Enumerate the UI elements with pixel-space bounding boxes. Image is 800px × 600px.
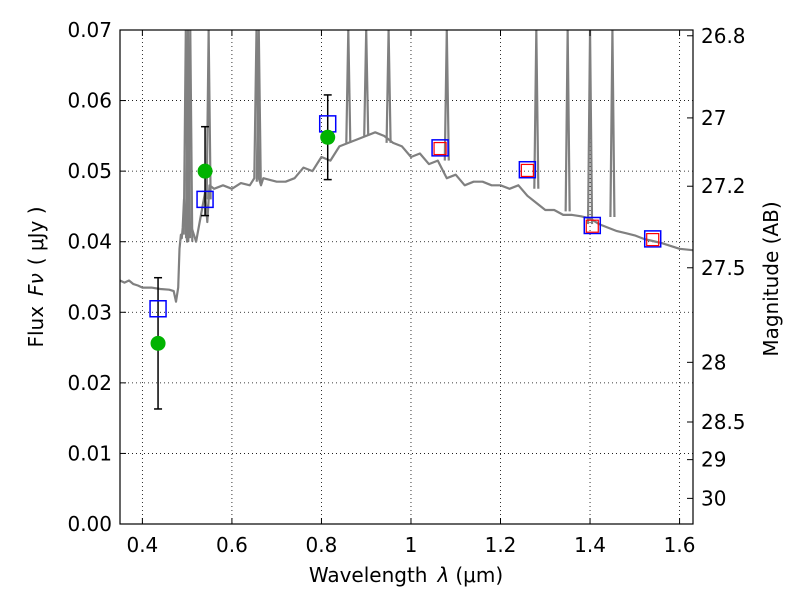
- mag-tick-label: 28: [701, 350, 726, 374]
- x-tick-label: 1.4: [574, 533, 606, 557]
- sed-emission-line: [363, 30, 370, 136]
- synthetic-photometry-marker: [643, 230, 662, 248]
- sed-emission-line: [385, 30, 392, 143]
- observed-photometry-marker: [433, 141, 447, 156]
- x-tick-label: 0.6: [216, 533, 248, 557]
- observed-photometry-marker: [646, 232, 660, 247]
- sed-emission-line: [443, 30, 450, 161]
- detection-marker: [150, 335, 166, 351]
- y-axis-right: 26.8 27 27.2 27.5 28 28.5 29 30: [687, 24, 746, 510]
- synthetic-photometry-marker: [196, 190, 214, 209]
- sed-emission-line: [564, 30, 571, 212]
- synthetic-photometry-marker: [583, 216, 602, 235]
- synthetic-photometry-marker: [149, 300, 167, 318]
- y-axis-symbol: Fν: [24, 273, 48, 296]
- sed-emission-line: [345, 30, 352, 143]
- sed-emission-line: [255, 30, 262, 182]
- x-tick-label: 1: [405, 533, 418, 557]
- y-tick-label: 0.01: [67, 441, 112, 465]
- y-tick-label: 0.07: [67, 18, 112, 42]
- detection-marker: [320, 129, 336, 145]
- x-tick-label: 1.6: [664, 533, 696, 557]
- synthetic-photometry-marker: [518, 160, 537, 179]
- y-tick-label: 0.02: [67, 371, 112, 395]
- y-axis-unit: ( μJy ): [24, 206, 48, 265]
- x-axis-label: Wavelength: [309, 563, 428, 587]
- y-axis-left: 0.00 0.01 0.02 0.03 0.04 0.05 0.06 0.07: [67, 18, 126, 536]
- y-tick-label: 0.00: [67, 512, 112, 536]
- sed-emission-line: [533, 30, 540, 189]
- mag-tick-label: 29: [701, 448, 726, 472]
- y-tick-label: 0.04: [67, 230, 112, 254]
- x-axis: 0.4 0.6 0.8 1 1.2 1.4 1.6: [126, 30, 695, 557]
- x-tick-label: 0.4: [126, 533, 158, 557]
- sed-emission-line: [187, 30, 194, 242]
- x-tick-label: 1.2: [485, 533, 517, 557]
- sed-emission-line: [205, 30, 212, 200]
- y-axis-label: Flux: [24, 306, 48, 348]
- sed-model-line: [120, 30, 693, 303]
- mag-tick-label: 26.8: [701, 24, 746, 48]
- plot-area: [120, 30, 693, 410]
- x-tick-label: 0.8: [306, 533, 338, 557]
- x-axis-unit: (μm): [455, 563, 503, 587]
- observed-photometry-marker: [520, 163, 534, 178]
- sed-emission-line: [609, 30, 616, 218]
- y-tick-label: 0.06: [67, 89, 112, 113]
- detection-marker: [197, 163, 213, 179]
- sed-emission-line: [586, 30, 594, 225]
- mag-tick-label: 27.5: [701, 256, 746, 280]
- observed-photometry-marker: [585, 219, 599, 233]
- y-tick-label: 0.05: [67, 159, 112, 183]
- mag-tick-label: 28.5: [701, 410, 746, 434]
- x-axis-title: Wavelength λ (μm): [309, 563, 503, 587]
- mag-tick-label: 27: [701, 106, 726, 130]
- y-tick-label: 0.03: [67, 300, 112, 324]
- mag-tick-label: 30: [701, 486, 726, 510]
- mag-tick-label: 27.2: [701, 174, 746, 198]
- plot-frame: [119, 29, 694, 525]
- y2-axis-title: Magnitude (AB): [759, 201, 783, 356]
- y-axis-title: Flux Fν ( μJy ): [24, 206, 48, 347]
- synthetic-photometry-marker: [431, 139, 449, 157]
- x-axis-symbol: λ: [437, 563, 450, 587]
